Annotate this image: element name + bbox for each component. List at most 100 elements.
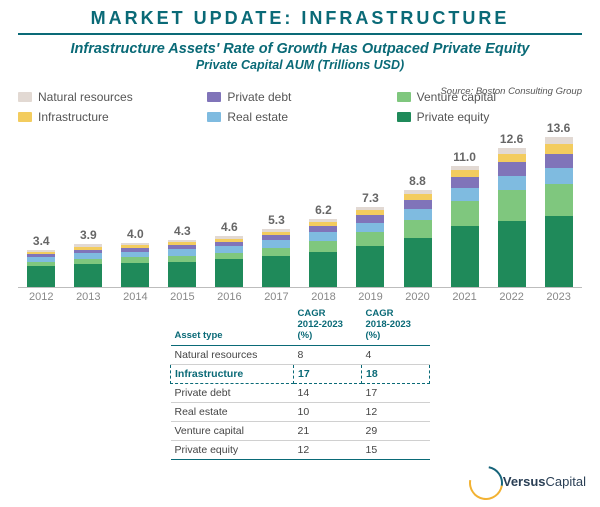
table-cell: Private debt bbox=[171, 383, 294, 402]
page-title: MARKET UPDATE: INFRASTRUCTURE bbox=[18, 8, 582, 29]
bar-column: 4.0 bbox=[114, 243, 157, 287]
bar-segment-private_equity bbox=[545, 216, 573, 287]
legend-label: Private debt bbox=[227, 90, 291, 104]
bar-segment-natural_resources bbox=[545, 137, 573, 144]
legend-item: Natural resources bbox=[18, 90, 203, 104]
bar-segment-private_equity bbox=[168, 262, 196, 287]
bar-segment-private_equity bbox=[451, 226, 479, 287]
bar-total-label: 4.6 bbox=[221, 220, 238, 236]
bar-segment-venture_capital bbox=[451, 201, 479, 226]
bar-total-label: 8.8 bbox=[409, 174, 426, 190]
bar-segment-venture_capital bbox=[215, 253, 243, 260]
table-row: Private equity1215 bbox=[171, 440, 430, 459]
legend-item: Real estate bbox=[207, 110, 392, 124]
legend-label: Infrastructure bbox=[38, 110, 109, 124]
logo-text: VersusCapital bbox=[503, 474, 586, 489]
legend-swatch bbox=[397, 92, 411, 102]
legend-swatch bbox=[18, 92, 32, 102]
table-row: Private debt1417 bbox=[171, 383, 430, 402]
subtitle: Infrastructure Assets' Rate of Growth Ha… bbox=[18, 41, 582, 57]
table-cell: Natural resources bbox=[171, 345, 294, 364]
bar-column: 3.9 bbox=[67, 244, 110, 287]
bar-column: 4.3 bbox=[161, 240, 204, 287]
brand-logo: VersusCapital bbox=[469, 466, 586, 496]
bar-segment-infrastructure bbox=[498, 154, 526, 163]
bar-segment-private_equity bbox=[356, 246, 384, 287]
bar-column: 11.0 bbox=[443, 166, 486, 287]
stacked-bar bbox=[121, 243, 149, 287]
table-header: CAGR2012-2023(%) bbox=[294, 309, 362, 345]
bar-column: 12.6 bbox=[490, 148, 533, 287]
bar-total-label: 11.0 bbox=[453, 150, 476, 166]
table-cell: 12 bbox=[294, 440, 362, 459]
table-cell: 29 bbox=[362, 421, 430, 440]
stacked-bar bbox=[404, 190, 432, 287]
table-row: Real estate1012 bbox=[171, 402, 430, 421]
x-tick-label: 2022 bbox=[490, 291, 533, 303]
legend-swatch bbox=[18, 112, 32, 122]
bar-total-label: 13.6 bbox=[547, 121, 570, 137]
bar-segment-real_estate bbox=[215, 246, 243, 253]
bar-segment-private_equity bbox=[262, 256, 290, 287]
table-cell: Venture capital bbox=[171, 421, 294, 440]
bar-segment-private_debt bbox=[451, 177, 479, 188]
cagr-table: Asset typeCAGR2012-2023(%)CAGR2018-2023(… bbox=[170, 309, 430, 460]
legend-swatch bbox=[207, 112, 221, 122]
bar-column: 8.8 bbox=[396, 190, 439, 287]
x-tick-label: 2015 bbox=[161, 291, 204, 303]
stacked-bar bbox=[27, 250, 55, 288]
bar-column: 6.2 bbox=[302, 219, 345, 287]
stacked-bar bbox=[215, 236, 243, 287]
bar-segment-private_debt bbox=[356, 215, 384, 223]
bar-segment-real_estate bbox=[498, 176, 526, 190]
bar-segment-venture_capital bbox=[545, 184, 573, 217]
bar-segment-venture_capital bbox=[262, 248, 290, 256]
bar-segment-real_estate bbox=[309, 232, 337, 241]
stacked-bar bbox=[356, 207, 384, 288]
bar-segment-venture_capital bbox=[498, 190, 526, 221]
stacked-bar bbox=[168, 240, 196, 287]
x-tick-label: 2012 bbox=[20, 291, 63, 303]
x-tick-label: 2017 bbox=[255, 291, 298, 303]
bar-total-label: 5.3 bbox=[268, 213, 285, 229]
bar-segment-private_equity bbox=[121, 263, 149, 287]
bar-segment-private_equity bbox=[27, 266, 55, 287]
bar-column: 7.3 bbox=[349, 207, 392, 288]
bar-segment-private_equity bbox=[498, 221, 526, 287]
bar-segment-private_equity bbox=[309, 252, 337, 287]
bar-segment-private_equity bbox=[215, 259, 243, 287]
stacked-bar bbox=[262, 229, 290, 287]
x-tick-label: 2023 bbox=[537, 291, 580, 303]
bar-segment-private_debt bbox=[498, 162, 526, 175]
table-header: Asset type bbox=[171, 309, 294, 345]
stacked-bar bbox=[545, 137, 573, 287]
bar-total-label: 12.6 bbox=[500, 132, 523, 148]
legend-label: Natural resources bbox=[38, 90, 133, 104]
title-rule bbox=[18, 33, 582, 35]
x-tick-label: 2020 bbox=[396, 291, 439, 303]
logo-mark-icon bbox=[469, 466, 499, 496]
legend-swatch bbox=[207, 92, 221, 102]
x-tick-label: 2016 bbox=[208, 291, 251, 303]
x-tick-label: 2013 bbox=[67, 291, 110, 303]
legend-item: Infrastructure bbox=[18, 110, 203, 124]
bar-total-label: 4.0 bbox=[127, 227, 144, 243]
bar-segment-real_estate bbox=[404, 209, 432, 220]
stacked-bar bbox=[309, 219, 337, 287]
stacked-bar-chart: 3.43.94.04.34.65.36.27.38.811.012.613.6 bbox=[18, 132, 582, 288]
table-cell: 8 bbox=[294, 345, 362, 364]
bar-segment-real_estate bbox=[262, 240, 290, 248]
bar-segment-real_estate bbox=[545, 168, 573, 183]
table-cell: 10 bbox=[294, 402, 362, 421]
table-cell: Real estate bbox=[171, 402, 294, 421]
x-axis: 2012201320142015201620172018201920202021… bbox=[18, 288, 582, 303]
bar-column: 4.6 bbox=[208, 236, 251, 287]
bar-column: 3.4 bbox=[20, 250, 63, 288]
table-row: Infrastructure1718 bbox=[171, 364, 430, 383]
table-cell: 14 bbox=[294, 383, 362, 402]
bar-segment-venture_capital bbox=[309, 241, 337, 251]
table-cell: 15 bbox=[362, 440, 430, 459]
table-cell: 21 bbox=[294, 421, 362, 440]
table-cell: Infrastructure bbox=[171, 364, 294, 383]
bar-segment-real_estate bbox=[356, 223, 384, 233]
